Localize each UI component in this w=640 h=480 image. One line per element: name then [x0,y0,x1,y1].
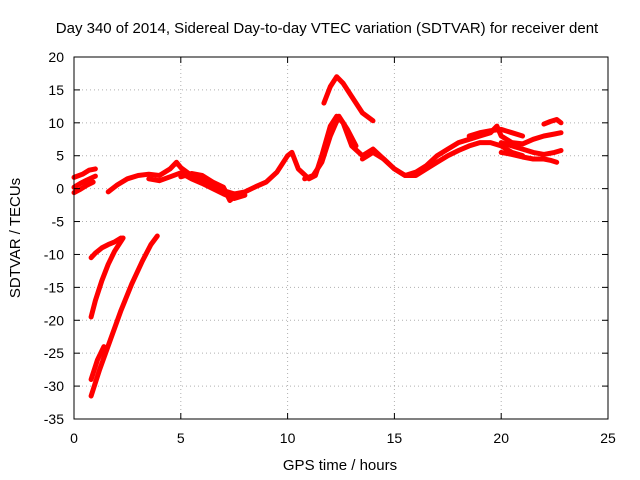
x-axis-label: GPS time / hours [283,457,397,474]
y-tick-label: 20 [48,49,64,65]
chart-title: Day 340 of 2014, Sidereal Day-to-day VTE… [56,20,599,37]
series-mid-trace-b [178,171,239,203]
series-arc-early-2 [71,166,98,180]
y-axis-label: SDTVAR / TECUs [7,178,24,298]
y-tick-label: -10 [44,246,64,262]
series-falling-1 [88,235,124,261]
y-tick-label: -20 [44,312,64,328]
axis-ticks: 0 5 10 15 20 25 -35 -30 -25 -20 -15 -10 -5 0 5 10 15 20 [44,49,616,446]
series-late-branch-1 [498,140,564,157]
y-tick-label: -35 [44,411,64,427]
series-falling-3 [88,233,160,399]
x-tick-label: 5 [177,430,185,446]
series-late-branch-4 [466,126,526,139]
x-tick-label: 25 [600,430,616,446]
y-tick-label: -30 [44,378,64,394]
series-peak-inner [302,113,359,182]
series-falling-2 [88,235,126,320]
y-tick-label: 0 [56,181,64,197]
series-arc-early-1 [71,173,98,190]
series-arc-early-3 [71,179,96,196]
x-tick-label: 20 [493,430,509,446]
x-tick-label: 10 [280,430,296,446]
plot-frame [73,56,609,420]
y-tick-label: -5 [52,214,65,230]
series-late-branch-2 [498,149,560,165]
y-tick-label: 10 [48,115,64,131]
series-lower-trace-b [359,140,526,178]
x-tick-label: 15 [387,430,403,446]
series-layer [71,74,564,399]
y-tick-label: -25 [44,345,64,361]
series-late-branch-3 [541,117,564,127]
x-tick-label: 0 [70,430,78,446]
y-tick-label: 15 [48,82,64,98]
y-tick-label: 5 [56,148,64,164]
series-upper-peak [321,74,376,124]
grid [74,57,608,419]
series-falling-4 [88,344,107,382]
y-tick-label: -15 [44,279,64,295]
